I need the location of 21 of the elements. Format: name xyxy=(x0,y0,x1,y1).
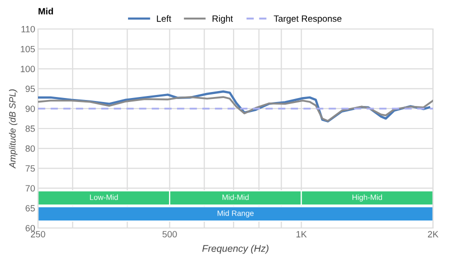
y-tick-label: 110 xyxy=(22,26,35,32)
y-tick-label: 90 xyxy=(26,106,35,112)
legend-label: Left xyxy=(156,15,172,22)
y-tick-label: 60 xyxy=(26,224,35,232)
y-tick-label: 75 xyxy=(26,165,35,172)
legend-label: Target Response xyxy=(274,16,342,24)
y-tick-label: 85 xyxy=(26,125,35,132)
x-tick-label: 250 xyxy=(30,231,46,238)
x-tick-label: 1K xyxy=(296,231,307,238)
y-tick-label: 100 xyxy=(20,66,35,72)
y-tick-label: 95 xyxy=(26,86,35,92)
y-tick-label: 80 xyxy=(26,145,35,152)
y-axis-title: Amplitude (dB SPL) xyxy=(8,89,18,169)
x-tick-label: 500 xyxy=(162,231,177,238)
legend-label: Right xyxy=(212,15,233,24)
chart-title: Mid xyxy=(38,8,53,14)
y-tick-label: 70 xyxy=(26,185,35,192)
x-axis-title: Frequency (Hz) xyxy=(202,244,268,254)
x-tick-label: 2K xyxy=(428,231,438,238)
y-tick-label: 65 xyxy=(26,205,35,212)
y-tick-label: 105 xyxy=(20,46,35,52)
